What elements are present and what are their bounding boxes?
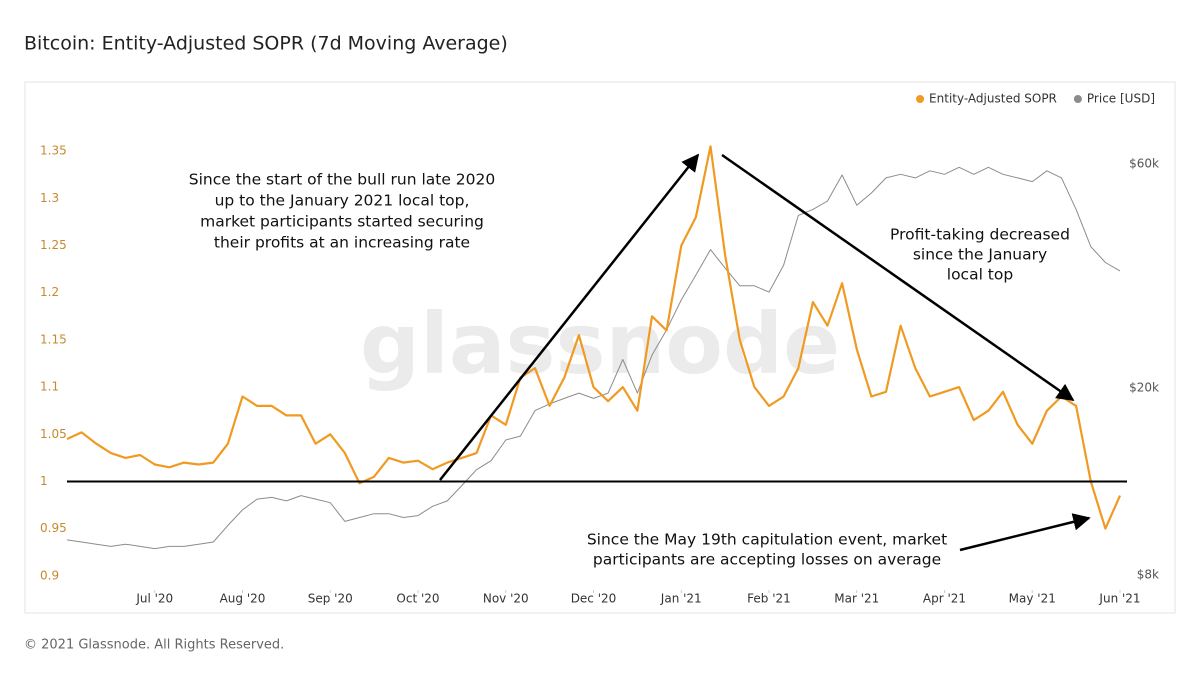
legend-label: Price [USD] [1087,92,1155,106]
watermark: glassnode [360,295,840,393]
annotation: their profits at an increasing rate [214,234,470,252]
y2-tick-label: $20k [1129,380,1159,394]
y-tick-label: 1.25 [40,238,67,252]
plot: 0.9 0.95 1 1.05 1.1 1.15 1.2 1.25 1.3 1.35 $8k $20k… [40,92,1159,606]
x-tick-label: Apr '21 [923,592,966,606]
y-tick-label: 1.3 [40,191,59,205]
y-tick-label: 1.2 [40,285,59,299]
legend-swatch [1073,95,1082,103]
x-tick-label: Feb '21 [747,592,791,606]
annotation: since the January [913,246,1047,264]
x-tick-label: Dec '20 [571,592,617,606]
y-tick-label: 1.15 [40,332,67,346]
x-tick-label: Nov '20 [483,592,529,606]
annotation: participants are accepting losses on ave… [593,551,941,569]
y-tick-label: 1.35 [40,144,67,158]
arrow [959,513,1091,552]
y-tick-label: 0.95 [40,521,67,535]
x-tick-label: Sep '20 [308,592,353,606]
legend-swatch [916,95,925,103]
arrow [439,153,700,481]
x-tick-label: Jan '21 [660,592,702,606]
y-tick-label: 1.05 [40,427,67,441]
y2-tick-label: $60k [1129,156,1159,170]
x-tick-label: May '21 [1009,592,1056,606]
y-tick-label: 1.1 [40,380,59,394]
x-tick-label: Jul '20 [135,592,173,606]
x-tick-label: Oct '20 [396,592,439,606]
y2-tick-label: $8k [1137,567,1159,581]
arrow [721,153,1075,402]
annotation: up to the January 2021 local top, [215,192,470,210]
annotation: Since the May 19th capitulation event, m… [587,531,947,549]
footer: © 2021 Glassnode. All Rights Reserved. [24,638,284,653]
annotation: Since the start of the bull run late 202… [189,171,496,189]
series-line [66,166,1121,550]
chart-title: Bitcoin: Entity-Adjusted SOPR (7d Moving… [24,33,508,55]
annotation: Profit-taking decreased [890,226,1070,244]
plot-frame [24,81,1176,614]
annotation: market participants started securing [200,213,484,231]
x-tick-label: Jun '21 [1098,592,1140,606]
legend-label: Entity-Adjusted SOPR [929,92,1057,106]
annotation: local top [947,266,1013,284]
y-tick-label: 1 [40,474,48,488]
x-tick-label: Aug '20 [220,592,266,606]
x-tick-label: Mar '21 [834,592,879,606]
y-tick-label: 0.9 [40,568,59,582]
series-line [66,145,1122,530]
